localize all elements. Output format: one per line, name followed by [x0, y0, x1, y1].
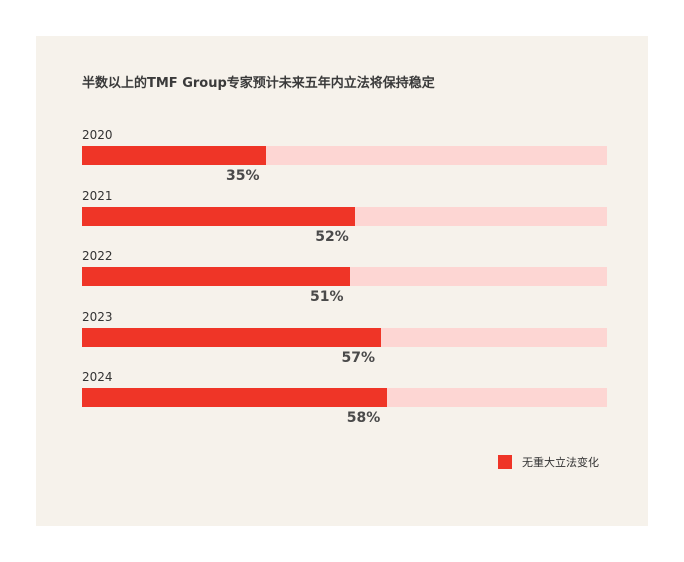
legend-swatch: [498, 455, 512, 469]
value-label: 57%: [341, 349, 375, 366]
bar-row-2024: 2024 58%: [82, 370, 607, 430]
bar-row-2023: 2023 57%: [82, 310, 607, 370]
year-label: 2024: [82, 370, 113, 384]
bar-row-2020: 2020 35%: [82, 128, 607, 188]
bar-track: [82, 206, 607, 226]
bar-fill: [82, 206, 355, 226]
bar-track: [82, 388, 607, 407]
bar-track: [82, 146, 607, 165]
value-label: 52%: [315, 228, 349, 245]
bar-row-2021: 2021 52%: [82, 189, 607, 249]
bar-fill: [82, 327, 382, 347]
legend-label: 无重大立法变化: [522, 456, 599, 469]
bar-row-2022: 2022 51%: [82, 249, 607, 309]
bar-fill: [82, 146, 266, 165]
value-label: 58%: [346, 410, 381, 426]
legend: 无重大立法变化: [498, 454, 599, 470]
value-label: 51%: [309, 289, 344, 305]
bar-track: [82, 327, 607, 347]
chart-card: 半数以上的TMF Group专家预计未来五年内立法将保持稳定 2020 35% 20…: [36, 36, 648, 526]
year-label: 2023: [82, 309, 113, 324]
bar-fill: [82, 267, 350, 286]
bar-fill: [82, 388, 387, 407]
year-label: 2022: [82, 249, 113, 263]
bar-track: [82, 267, 607, 286]
value-label: 35%: [225, 168, 260, 184]
chart-title: 半数以上的TMF Group专家预计未来五年内立法将保持稳定: [82, 76, 435, 91]
year-label: 2021: [82, 188, 113, 203]
year-label: 2020: [82, 128, 113, 142]
